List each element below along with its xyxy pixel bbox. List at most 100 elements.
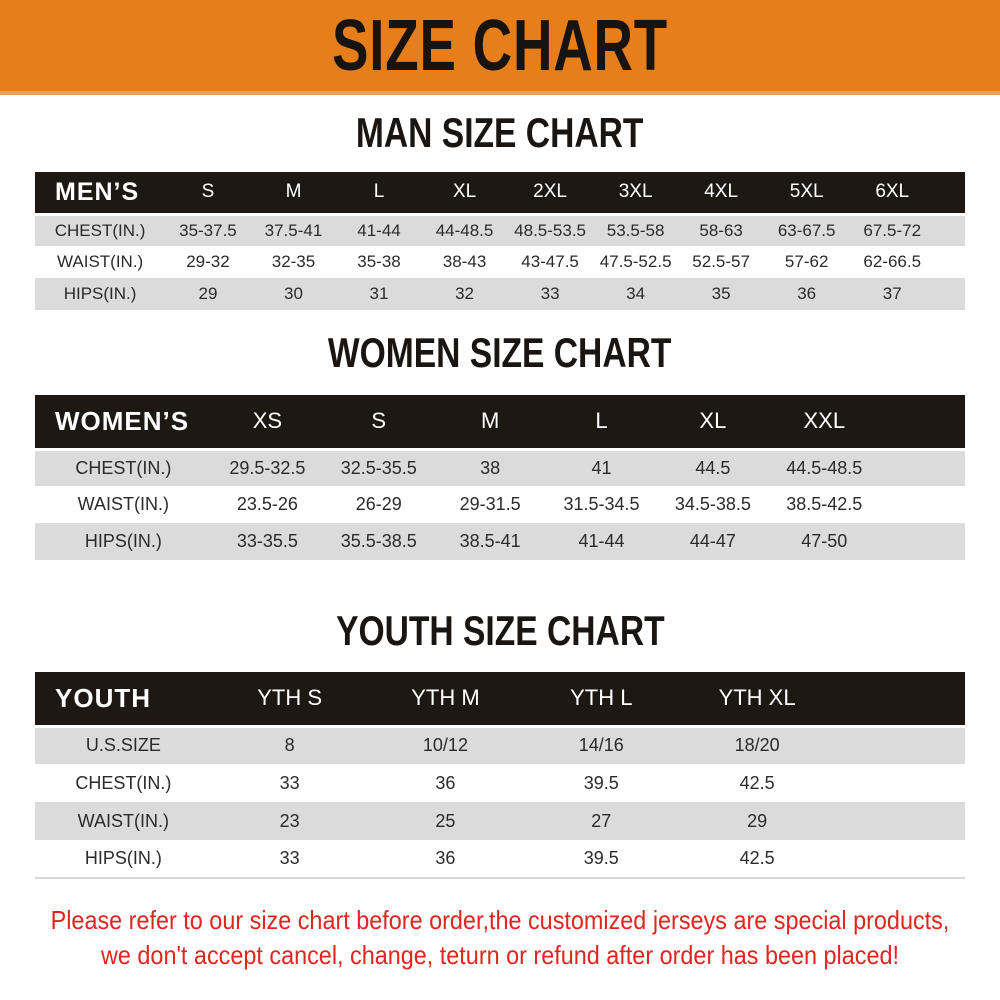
size-chart-banner: SIZE CHART bbox=[0, 0, 1000, 95]
value-cell: 29 bbox=[198, 284, 218, 303]
value-cell: 18/20 bbox=[679, 724, 835, 764]
size-column-header: YTH S bbox=[211, 672, 368, 726]
size-column-header: YTH XL bbox=[679, 672, 835, 726]
measurement-row: CHEST(IN.) 33 36 39.5 42.5 bbox=[35, 764, 965, 802]
value-cell: 67.5-72 bbox=[849, 212, 935, 246]
size-column-header: XXL bbox=[768, 395, 880, 449]
row-label-cell: CHEST(IN.) bbox=[35, 447, 212, 486]
value-cell: 10/12 bbox=[367, 724, 524, 764]
measurement-row: WAIST(IN.) 29-32 32-35 35-38 38-43 43-47.5 47.… bbox=[35, 246, 965, 278]
row-label-cell: WAIST(IN.) bbox=[77, 810, 169, 831]
value-cell: 25 bbox=[435, 810, 456, 831]
table-title-cell: MEN’S bbox=[35, 172, 166, 214]
value-cell: 58-63 bbox=[678, 212, 764, 246]
size-column-header: XS bbox=[211, 395, 324, 449]
value-cell: 38.5-41 bbox=[459, 531, 521, 551]
value-cell: 31.5-34.5 bbox=[563, 494, 640, 514]
value-cell: 44.5 bbox=[657, 447, 769, 486]
value-cell: 23.5-26 bbox=[236, 494, 298, 514]
order-disclaimer: Please refer to our size chart before or… bbox=[0, 903, 1000, 973]
spacer-cell bbox=[935, 212, 965, 246]
row-label-cell: HIPS(IN.) bbox=[84, 531, 162, 551]
size-column-header: YTH M bbox=[367, 672, 524, 726]
value-cell: 27 bbox=[591, 810, 612, 831]
value-cell: 57-62 bbox=[784, 252, 829, 271]
youth-size-table: YOUTH YTH S YTH M YTH L YTH XL U.S.SIZE 8 10/12… bbox=[35, 672, 965, 879]
table-header-row: MEN’S S M L XL 2XL 3XL 4XL 5XL 6XL bbox=[35, 172, 965, 214]
section-heading-youth: YOUTH SIZE CHART bbox=[0, 610, 1000, 652]
spacer-cell bbox=[880, 395, 965, 449]
value-cell: 39.5 bbox=[583, 772, 619, 793]
measurement-row: CHEST(IN.) 29.5-32.5 32.5-35.5 38 41 44.5 44.5… bbox=[35, 447, 965, 486]
size-column-header: M bbox=[250, 172, 337, 214]
spacer-cell bbox=[835, 764, 965, 802]
row-label-cell: CHEST(IN.) bbox=[35, 212, 166, 246]
value-cell: 44-47 bbox=[689, 531, 736, 551]
value-cell: 26-29 bbox=[355, 494, 402, 514]
value-cell: 37 bbox=[882, 284, 902, 303]
size-column-header: 2XL bbox=[507, 172, 593, 214]
value-cell: 39.5 bbox=[583, 848, 619, 868]
size-column-header: YTH L bbox=[523, 672, 680, 726]
measurement-row: CHEST(IN.) 35-37.5 37.5-41 41-44 44-48.5 48.5… bbox=[35, 212, 965, 246]
section-heading-youth-text: YOUTH SIZE CHART bbox=[335, 607, 665, 654]
size-column-header: XL bbox=[421, 172, 508, 214]
value-cell: 31 bbox=[369, 284, 389, 303]
value-cell: 29.5-32.5 bbox=[211, 447, 324, 486]
value-cell: 42.5 bbox=[739, 848, 775, 868]
value-cell: 53.5-58 bbox=[592, 212, 679, 246]
value-cell: 47.5-52.5 bbox=[599, 252, 672, 271]
row-label-cell: CHEST(IN.) bbox=[75, 772, 172, 793]
value-cell: 29-32 bbox=[186, 252, 230, 271]
value-cell: 35-37.5 bbox=[165, 212, 251, 246]
spacer-cell bbox=[880, 447, 965, 486]
row-label-cell: U.S.SIZE bbox=[35, 724, 212, 764]
spacer-cell bbox=[835, 802, 965, 840]
spacer-cell bbox=[880, 523, 965, 560]
spacer-cell bbox=[835, 672, 965, 726]
value-cell: 33 bbox=[540, 284, 560, 303]
value-cell: 32-35 bbox=[271, 252, 316, 271]
value-cell: 38 bbox=[434, 447, 546, 486]
value-cell: 34.5-38.5 bbox=[674, 494, 751, 514]
value-cell: 47-50 bbox=[801, 531, 848, 551]
value-cell: 41-44 bbox=[336, 212, 422, 246]
value-cell: 34 bbox=[626, 284, 646, 303]
disclaimer-line-1: Please refer to our size chart before or… bbox=[50, 905, 950, 935]
value-cell: 14/16 bbox=[523, 724, 680, 764]
table-title-cell: YOUTH bbox=[35, 672, 212, 726]
section-heading-women: WOMEN SIZE CHART bbox=[0, 332, 1000, 374]
value-cell: 43-47.5 bbox=[521, 252, 579, 271]
value-cell: 38.5-42.5 bbox=[786, 494, 863, 514]
value-cell: 23 bbox=[279, 810, 300, 831]
measurement-row: U.S.SIZE 8 10/12 14/16 18/20 bbox=[35, 724, 965, 764]
disclaimer-line-2: we don't accept cancel, change, teturn o… bbox=[101, 940, 899, 970]
value-cell: 33-35.5 bbox=[236, 531, 298, 551]
size-column-header: 4XL bbox=[678, 172, 764, 214]
value-cell: 52.5-57 bbox=[692, 252, 750, 271]
size-column-header: S bbox=[323, 395, 435, 449]
section-heading-man: MAN SIZE CHART bbox=[0, 112, 1000, 154]
measurement-row: HIPS(IN.) 33 36 39.5 42.5 bbox=[35, 840, 965, 878]
value-cell: 35-38 bbox=[357, 252, 401, 271]
spacer-cell bbox=[935, 246, 965, 278]
value-cell: 41-44 bbox=[578, 531, 625, 551]
value-cell: 37.5-41 bbox=[250, 212, 337, 246]
value-cell: 35 bbox=[711, 284, 731, 303]
measurement-row: WAIST(IN.) 23.5-26 26-29 29-31.5 31.5-34.5 34… bbox=[35, 486, 965, 523]
size-column-header: 6XL bbox=[849, 172, 935, 214]
value-cell: 36 bbox=[797, 284, 817, 303]
value-cell: 36 bbox=[435, 772, 456, 793]
women-size-table: WOMEN’S XS S M L XL XXL CHEST(IN.) 29.5-32.5 32.5… bbox=[35, 395, 965, 560]
value-cell: 41 bbox=[545, 447, 658, 486]
section-heading-women-text: WOMEN SIZE CHART bbox=[328, 329, 672, 376]
measurement-row: HIPS(IN.) 33-35.5 35.5-38.5 38.5-41 41-44 44-… bbox=[35, 523, 965, 560]
value-cell: 33 bbox=[279, 772, 300, 793]
value-cell: 29-31.5 bbox=[459, 494, 521, 514]
men-size-table: MEN’S S M L XL 2XL 3XL 4XL 5XL 6XL CHEST(IN.) 35-37… bbox=[35, 172, 965, 310]
spacer-cell bbox=[835, 724, 965, 764]
row-label-cell: HIPS(IN.) bbox=[84, 848, 162, 868]
size-column-header: S bbox=[165, 172, 251, 214]
size-column-header: 5XL bbox=[763, 172, 850, 214]
size-column-header: M bbox=[434, 395, 546, 449]
